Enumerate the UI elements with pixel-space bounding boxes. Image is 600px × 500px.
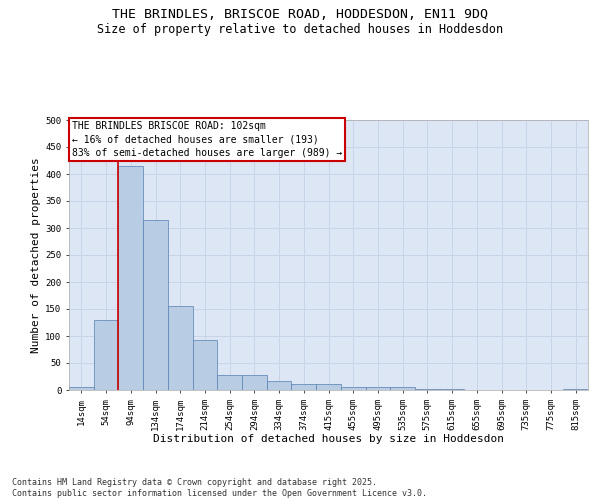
Bar <box>143 220 168 390</box>
Text: Size of property relative to detached houses in Hoddesdon: Size of property relative to detached ho… <box>97 22 503 36</box>
Bar <box>267 382 292 390</box>
Y-axis label: Number of detached properties: Number of detached properties <box>31 157 41 353</box>
Bar <box>94 320 118 390</box>
Bar <box>193 340 217 390</box>
Bar <box>292 384 316 390</box>
Text: Contains HM Land Registry data © Crown copyright and database right 2025.
Contai: Contains HM Land Registry data © Crown c… <box>12 478 427 498</box>
Bar <box>316 384 341 390</box>
Bar <box>118 166 143 390</box>
Bar <box>242 375 267 390</box>
Text: THE BRINDLES, BRISCOE ROAD, HODDESDON, EN11 9DQ: THE BRINDLES, BRISCOE ROAD, HODDESDON, E… <box>112 8 488 20</box>
Bar <box>415 389 440 390</box>
Text: THE BRINDLES BRISCOE ROAD: 102sqm
← 16% of detached houses are smaller (193)
83%: THE BRINDLES BRISCOE ROAD: 102sqm ← 16% … <box>71 122 342 158</box>
Bar <box>341 388 365 390</box>
Bar <box>390 387 415 390</box>
Bar <box>365 387 390 390</box>
X-axis label: Distribution of detached houses by size in Hoddesdon: Distribution of detached houses by size … <box>153 434 504 444</box>
Bar <box>69 388 94 390</box>
Bar <box>217 375 242 390</box>
Bar <box>168 306 193 390</box>
